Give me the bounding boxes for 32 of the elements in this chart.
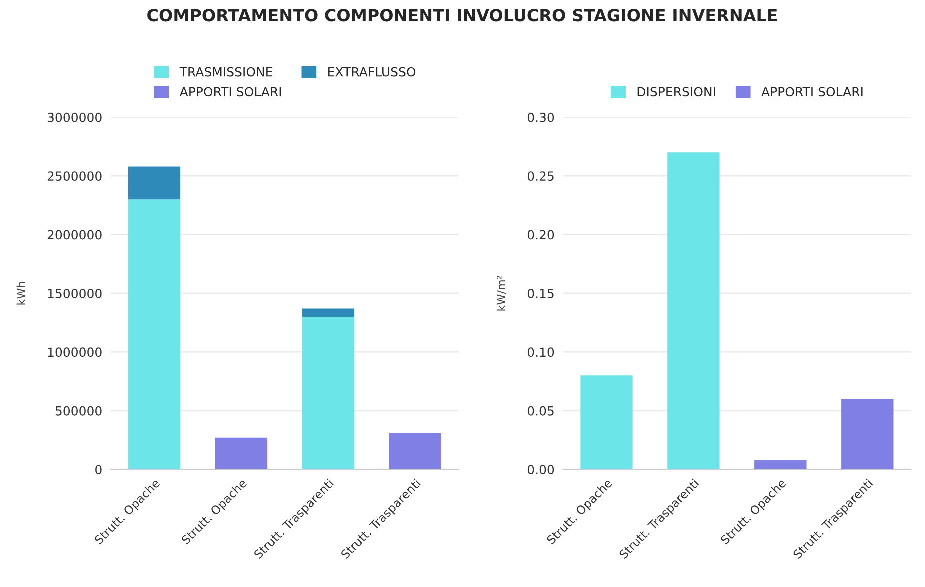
bar: [580, 376, 633, 470]
legend-label: APPORTI SOLARI: [180, 87, 282, 97]
bar: [302, 316, 355, 470]
bar: [389, 433, 442, 470]
y-tick-label: 0.15: [528, 288, 554, 298]
y-tick-label: 0: [96, 465, 102, 475]
y-axis-title: kW/m²: [496, 276, 506, 311]
y-tick-label: 3000000: [48, 112, 102, 122]
bar: [215, 438, 268, 470]
bar: [302, 308, 355, 317]
legend-label: DISPERSIONI: [638, 87, 716, 97]
bar: [128, 200, 181, 470]
y-tick-label: 0.30: [528, 112, 554, 122]
bar: [668, 152, 720, 470]
y-tick-label: 2500000: [48, 172, 102, 182]
y-tick-label: 2000000: [48, 230, 102, 240]
y-tick-label: 0.10: [528, 348, 554, 358]
y-tick-label: 0.20: [528, 230, 554, 240]
y-tick-label: 500000: [56, 406, 102, 416]
bar: [842, 399, 894, 470]
y-tick-label: 1500000: [48, 288, 102, 298]
chart-title: COMPORTAMENTO COMPONENTI INVOLUCRO STAGIONE INVERNALE: [148, 9, 778, 22]
y-tick-label: 0.25: [528, 172, 554, 182]
bar: [754, 460, 807, 470]
legend-label: TRASMISSIONE: [180, 67, 272, 77]
y-tick-label: 0.00: [528, 465, 554, 475]
legend-label: EXTRAFLUSSO: [328, 67, 416, 77]
y-tick-label: 1000000: [48, 348, 102, 358]
bar: [128, 166, 181, 200]
y-axis-title: kWh: [16, 282, 26, 305]
y-tick-label: 0.05: [528, 406, 554, 416]
legend-label: APPORTI SOLARI: [762, 87, 863, 97]
